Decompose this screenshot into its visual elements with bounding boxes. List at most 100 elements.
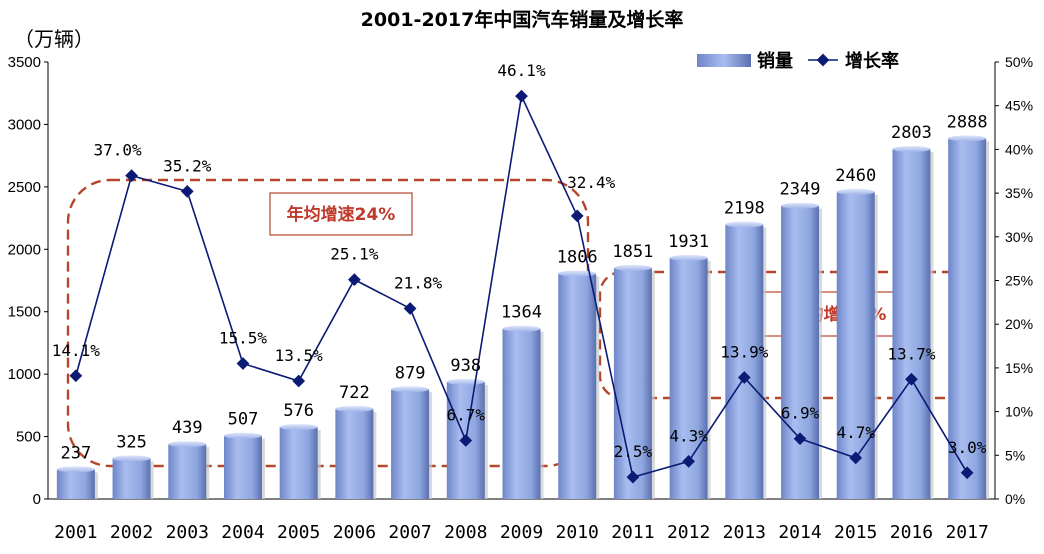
bar-value-label: 2460 [835,166,876,186]
bar-value-label: 2803 [891,123,932,143]
bar-body [168,444,207,499]
bar-body [335,408,374,499]
bar-cap [669,254,708,261]
growth-value-label: 14.1% [52,341,101,360]
x-tick-label: 2007 [388,522,431,543]
growth-value-label: 32.4% [567,173,616,192]
bar-2002 [112,455,154,499]
annotation-label-box-1 [269,192,413,236]
x-tick-label: 2001 [54,522,97,543]
bar-body [223,435,262,499]
bar-value-label: 1806 [557,248,598,268]
y2-tick-label: 40% [1005,141,1033,157]
x-tick-label: 2002 [110,522,153,543]
growth-value-label: 25.1% [330,245,379,264]
y-tick-label: 2500 [8,179,41,196]
bar-cap [391,386,430,393]
growth-point-2002 [125,169,138,182]
bar-2004 [223,432,265,499]
y-tick-label: 1500 [8,304,41,321]
x-tick-label: 2014 [778,522,821,543]
y2-tick-label: 10% [1005,404,1033,420]
growth-value-label: 4.7% [836,423,875,442]
x-tick-label: 2016 [890,522,933,543]
bar-value-label: 439 [172,418,203,438]
bar-cap [502,325,541,332]
bar-cap [781,202,820,209]
bar-value-label: 237 [60,443,91,463]
bar-body [56,469,95,499]
bar-cap [558,270,597,277]
y2-tick-label: 0% [1005,491,1025,507]
growth-point-2007 [403,302,417,315]
x-tick-label: 2015 [834,522,877,543]
x-tick-label: 2006 [333,522,376,543]
x-tick-label: 2008 [444,522,487,543]
annotation-label: 年均增速24% [287,204,396,225]
y-tick-label: 0 [33,491,41,508]
bars [56,135,990,499]
growth-point-2009 [515,89,528,103]
y-tick-label: 2000 [8,241,41,258]
bar-body [781,205,820,499]
bar-2016 [892,146,934,499]
bar-body [725,224,764,499]
y2-tick-label: 5% [1005,447,1025,463]
bar-body [558,273,597,499]
x-tick-label: 2009 [500,522,543,543]
bar-cap [836,188,875,195]
x-tick-label: 2004 [221,522,264,543]
bar-body [279,427,318,499]
y-axis-unit: （万辆） [14,27,94,51]
growth-point-2004 [236,357,250,370]
bar-2014 [781,202,823,499]
bar-cap [223,432,262,439]
bar-body [892,149,931,499]
y-tick-label: 3500 [8,54,41,71]
bar-2001 [56,466,98,499]
y2-tick-label: 45% [1005,98,1033,114]
bar-value-label: 2888 [947,112,988,132]
legend-swatch-bar [697,54,751,67]
growth-value-label: 13.9% [720,343,769,362]
chart-title: 2001-2017年中国汽车销量及增长率 [361,8,684,31]
bar-cap [892,146,931,153]
bar-2017 [948,135,990,499]
growth-point-2003 [180,184,194,198]
bar-value-label: 938 [450,356,481,376]
bar-2003 [168,441,210,499]
bar-cap [948,135,987,142]
bar-value-label: 1931 [668,232,709,252]
bar-body [502,328,541,499]
annotation-box-2001-2010 [66,178,590,468]
bar-2011 [613,264,655,499]
bar-body [948,138,987,499]
bar-body [613,267,652,499]
legend-label-line: 增长率 [845,50,899,72]
bar-value-label: 722 [339,383,370,403]
bar-cap [335,405,374,412]
growth-value-label: 37.0% [93,141,142,160]
legend: 销量 增长率 [697,50,899,72]
growth-value-label: 6.9% [781,404,820,423]
bar-2010 [558,270,600,499]
bar-2009 [502,325,544,499]
growth-value-label: 13.5% [275,346,324,365]
legend-swatch-marker [816,53,830,67]
bar-cap [112,455,151,462]
bar-value-label: 325 [116,432,147,452]
growth-point-2001 [69,369,83,383]
bar-cap [446,378,485,385]
legend-label-bar: 销量 [757,50,793,72]
growth-point-2010 [570,209,584,223]
bar-2006 [335,405,377,499]
bar-cap [279,424,318,431]
growth-value-label: 35.2% [163,156,212,175]
bar-cap [613,264,652,271]
growth-value-label: 6.7% [447,405,486,424]
y-tick-label: 3000 [8,116,41,133]
y2-tick-label: 50% [1005,54,1033,70]
bar-body [391,389,430,499]
x-tick-label: 2017 [945,522,988,543]
